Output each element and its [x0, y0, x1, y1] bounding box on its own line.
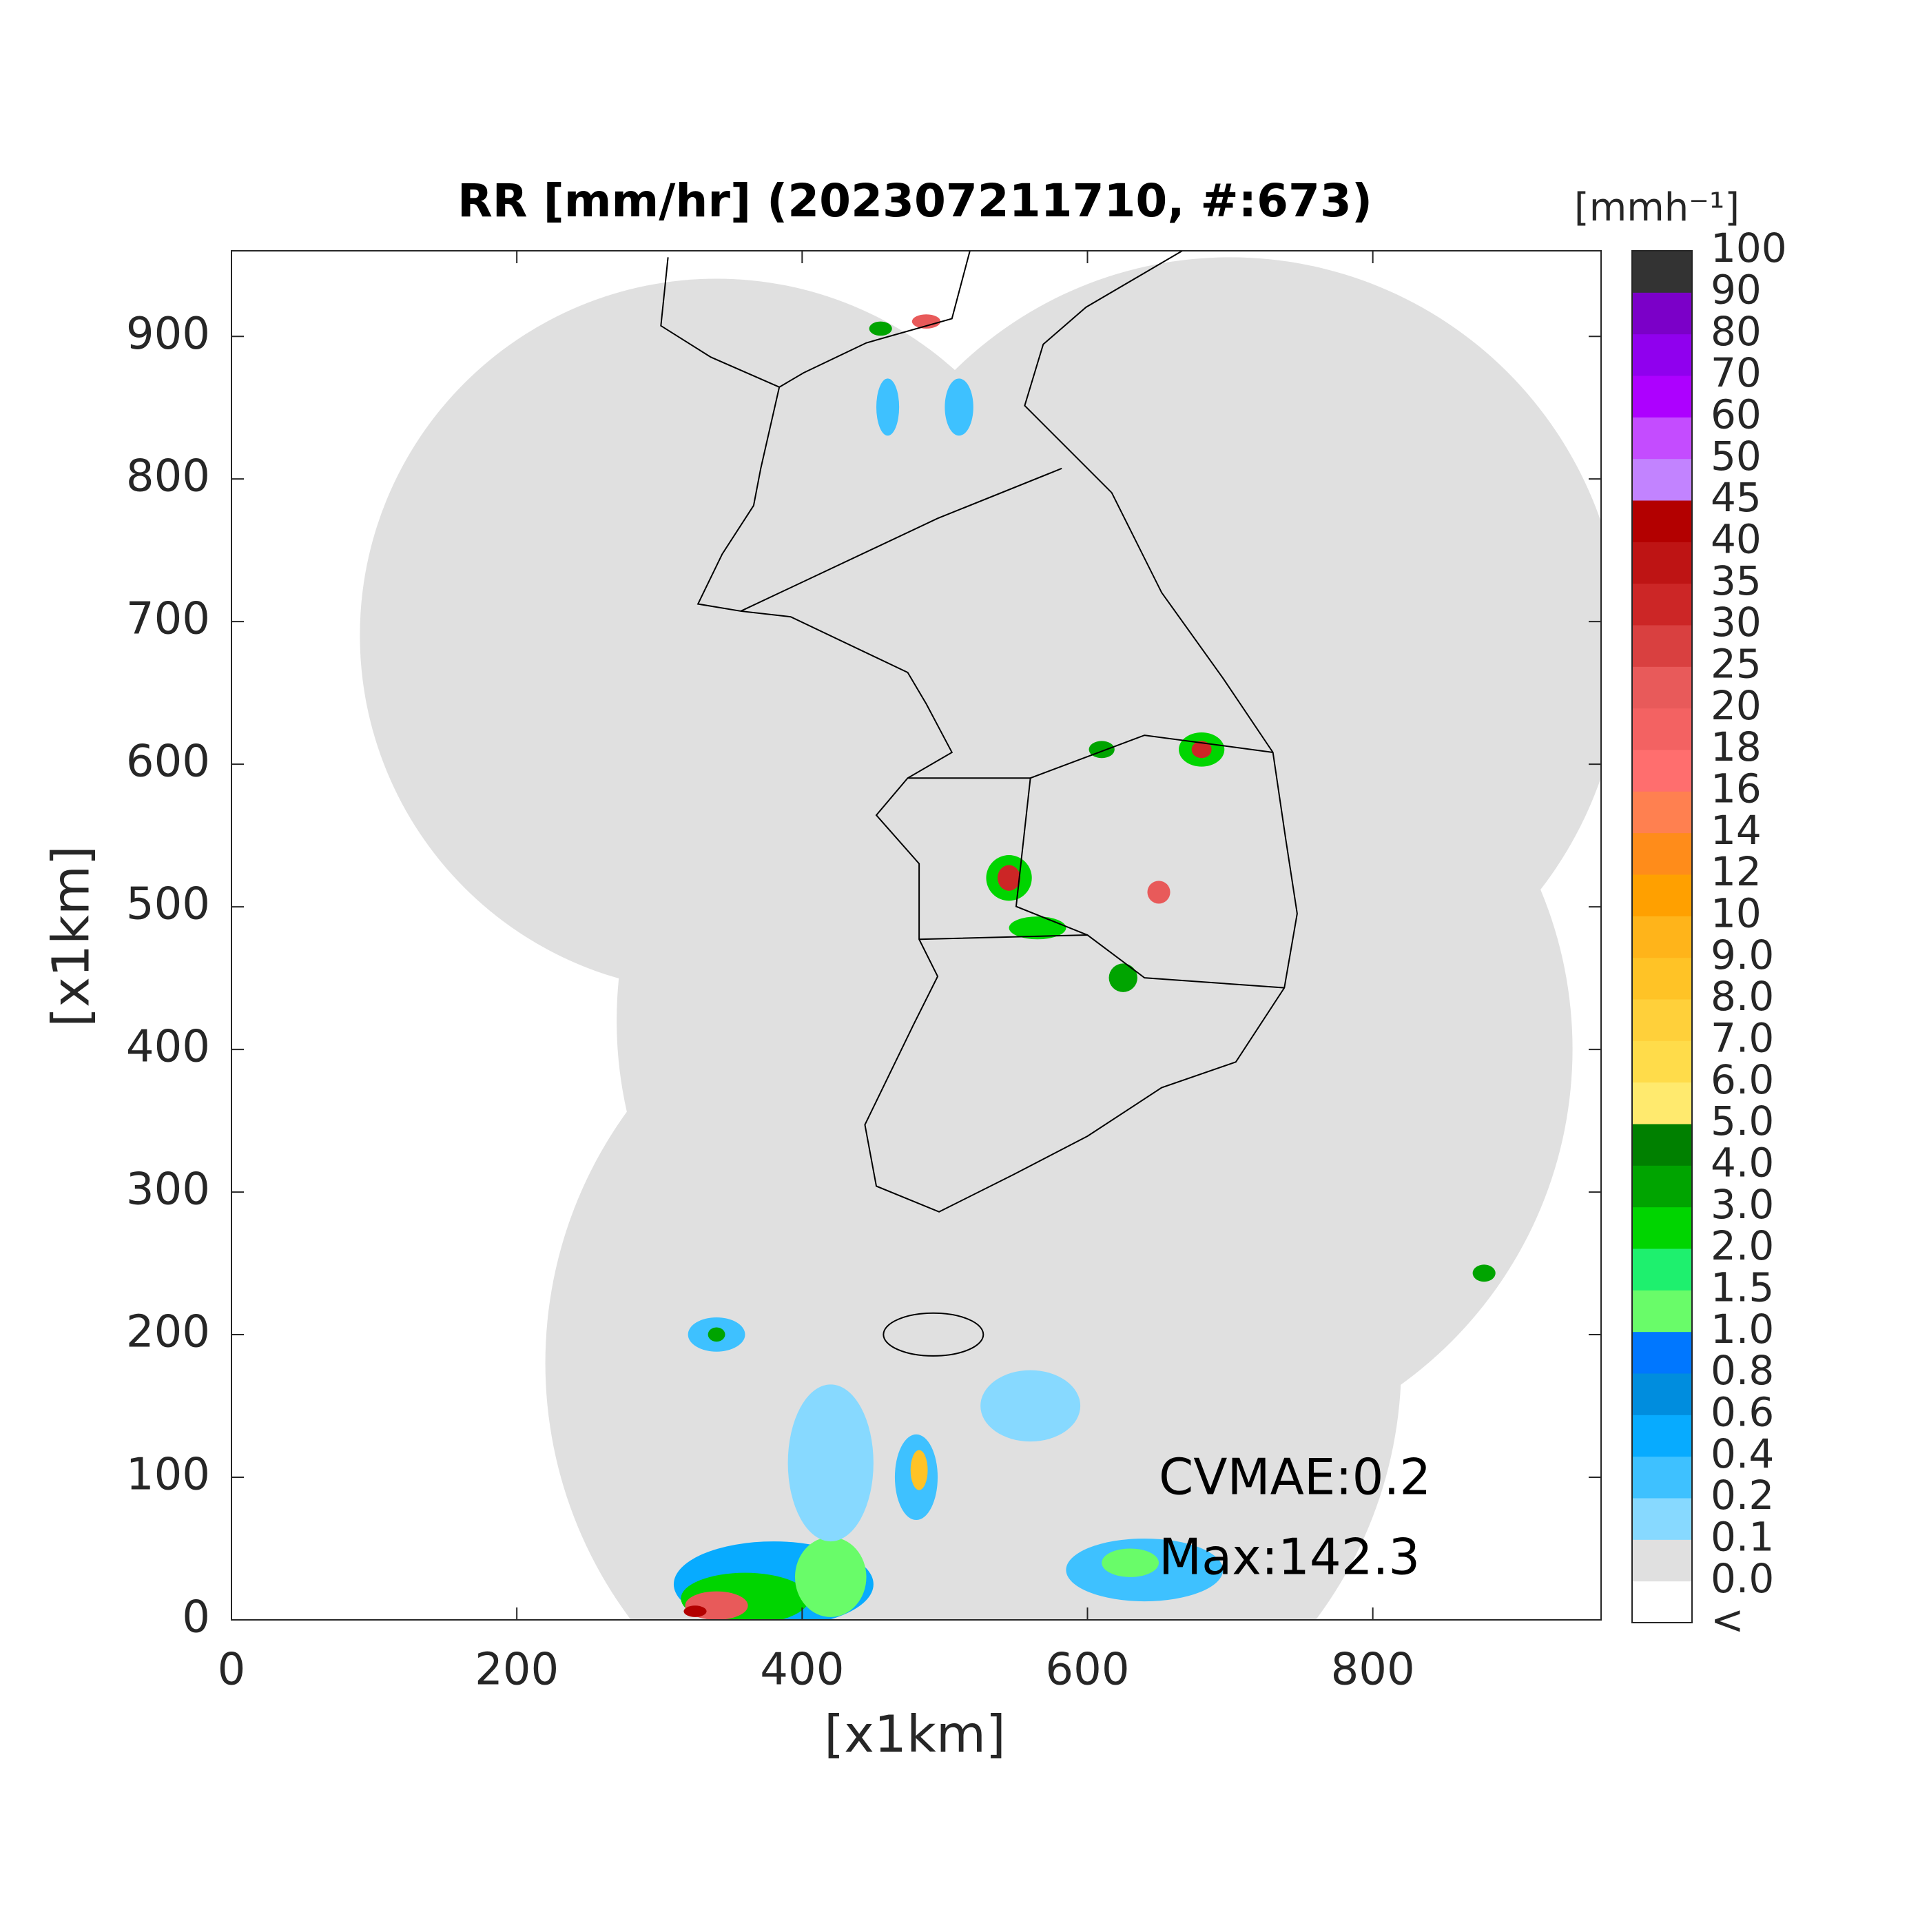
colorbar-tick-label: 12: [1711, 848, 1762, 895]
colorbar-segment: [1632, 1290, 1692, 1333]
colorbar-segment: [1632, 1331, 1692, 1374]
y-tick-label: 400: [126, 1022, 210, 1073]
colorbar-segment: [1632, 999, 1692, 1041]
colorbar-tick-label: 40: [1711, 515, 1762, 562]
colorbar-tick-label: 10: [1711, 890, 1762, 936]
colorbar-tick-label: 2.0: [1711, 1222, 1774, 1269]
colorbar-segment: [1632, 791, 1692, 834]
y-tick-label: 0: [182, 1592, 210, 1643]
colorbar-tick-label: 25: [1711, 640, 1762, 687]
colorbar-tick-label: 1.5: [1711, 1264, 1774, 1311]
colorbar-segment: [1632, 1082, 1692, 1124]
colorbar-segment: [1632, 1498, 1692, 1540]
colorbar-segment: [1632, 750, 1692, 792]
colorbar-tick-label: 90: [1711, 266, 1762, 313]
colorbar-frame: [1631, 250, 1693, 1623]
coastline: [661, 249, 1297, 1356]
colorbar-tick-label: 0.0: [1711, 1555, 1774, 1602]
colorbar-tick-label: 35: [1711, 557, 1762, 604]
colorbar-tick-label: 3.0: [1711, 1181, 1774, 1228]
colorbar-segment: [1632, 376, 1692, 418]
colorbar-segment: [1632, 916, 1692, 958]
colorbar-tick-label: <: [1711, 1596, 1744, 1643]
x-axis-label: [x1km]: [824, 1705, 1006, 1765]
colorbar-tick-label: 8.0: [1711, 973, 1774, 1020]
rain-cells: [673, 314, 1496, 1620]
colorbar-segment: [1632, 333, 1692, 376]
colorbar-tick-label: 0.6: [1711, 1388, 1774, 1435]
colorbar-tick-label: 9.0: [1711, 932, 1774, 978]
colorbar-segment: [1632, 458, 1692, 501]
colorbar-segment: [1632, 1165, 1692, 1208]
y-tick-label: 900: [126, 309, 210, 360]
colorbar-tick-label: 30: [1711, 599, 1762, 646]
colorbar-tick-label: 16: [1711, 765, 1762, 812]
colorbar-segment: [1632, 583, 1692, 626]
colorbar-segment: [1632, 666, 1692, 709]
colorbar-tick-label: 50: [1711, 433, 1762, 480]
colorbar-segment: [1632, 1040, 1692, 1083]
colorbar-segment: [1632, 957, 1692, 1000]
y-tick-label: 800: [126, 451, 210, 502]
x-tick-label: 400: [760, 1645, 844, 1696]
colorbar-segment: [1632, 625, 1692, 667]
colorbar-segment: [1632, 1124, 1692, 1166]
colorbar-segment: [1632, 251, 1692, 293]
y-tick-label: 200: [126, 1307, 210, 1358]
colorbar-tick-label: 0.1: [1711, 1513, 1774, 1560]
colorbar-tick-label: 20: [1711, 682, 1762, 729]
colorbar-segment: [1632, 708, 1692, 750]
radar-coverage: [360, 257, 1601, 1620]
colorbar-segment: [1632, 292, 1692, 335]
colorbar-segment: [1632, 1206, 1692, 1249]
colorbar-segment: [1632, 542, 1692, 584]
y-tick-label: 300: [126, 1164, 210, 1215]
colorbar-tick-label: 1.0: [1711, 1306, 1774, 1353]
x-tick-label: 600: [1045, 1645, 1129, 1696]
colorbar-segment: [1632, 1456, 1692, 1499]
colorbar-tick-label: 4.0: [1711, 1139, 1774, 1186]
colorbar-tick-label: 80: [1711, 308, 1762, 355]
colorbar-tick-label: 0.4: [1711, 1430, 1774, 1477]
colorbar-tick-label: 5.0: [1711, 1098, 1774, 1144]
colorbar-tick-label: 18: [1711, 723, 1762, 770]
colorbar-segment: [1632, 417, 1692, 460]
colorbar-tick-label: 0.2: [1711, 1472, 1774, 1519]
annotation: Max:142.3: [1159, 1528, 1420, 1586]
chart-title: RR [mm/hr] (202307211710, #:673): [457, 174, 1372, 227]
x-tick-label: 200: [475, 1645, 559, 1696]
colorbar-tick-label: 70: [1711, 349, 1762, 396]
y-tick-label: 600: [126, 737, 210, 788]
colorbar-tick-label: 14: [1711, 807, 1762, 854]
colorbar-tick-label: 0.8: [1711, 1347, 1774, 1394]
colorbar-segment: [1632, 832, 1692, 875]
axes-box: [231, 250, 1602, 1621]
colorbar-tick-label: 45: [1711, 474, 1762, 521]
colorbar-segment: [1632, 1581, 1692, 1623]
y-tick-label: 500: [126, 879, 210, 930]
annotation: CVMAE:0.2: [1159, 1448, 1431, 1506]
x-tick-label: 800: [1331, 1645, 1415, 1696]
y-tick-label: 100: [126, 1450, 210, 1501]
colorbar-segment: [1632, 1373, 1692, 1415]
colorbar-segment: [1632, 874, 1692, 916]
colorbar-tick-label: 6.0: [1711, 1056, 1774, 1103]
colorbar-segment: [1632, 1539, 1692, 1582]
colorbar-tick-label: 60: [1711, 391, 1762, 438]
colorbar-segment: [1632, 1415, 1692, 1457]
map: [360, 249, 1601, 1620]
colorbar-segment: [1632, 500, 1692, 542]
colorbar-tick-label: 7.0: [1711, 1014, 1774, 1061]
y-tick-label: 700: [126, 594, 210, 645]
colorbar-label: [mmh⁻¹]: [1574, 185, 1740, 230]
x-tick-label: 0: [218, 1645, 246, 1696]
colorbar-segment: [1632, 1248, 1692, 1291]
colorbar-tick-label: 100: [1711, 225, 1787, 271]
y-axis-label: [x1km]: [42, 845, 101, 1027]
